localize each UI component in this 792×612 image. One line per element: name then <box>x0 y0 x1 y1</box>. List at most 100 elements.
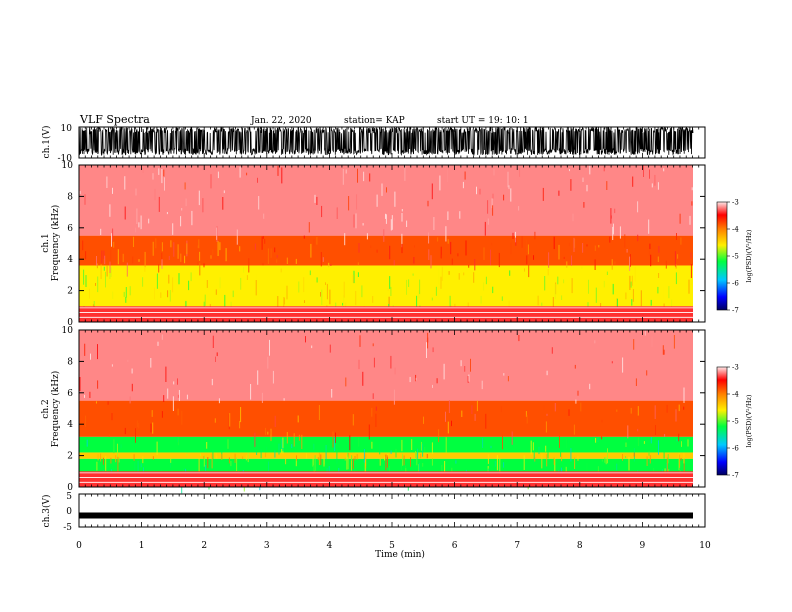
spec-streak <box>691 201 693 206</box>
spec-streak <box>393 217 395 221</box>
spec-streak <box>611 259 613 270</box>
spec-streak <box>402 453 404 466</box>
spec-streak <box>304 300 305 303</box>
spec-streak <box>158 264 160 273</box>
figure-date: Jan. 22, 2020 <box>250 116 312 126</box>
spec-streak <box>630 407 632 414</box>
spec-streak <box>133 236 134 247</box>
spec-streak <box>358 437 360 447</box>
spec-streak <box>487 218 489 225</box>
spec-streak <box>612 223 614 235</box>
spec-streak <box>161 411 163 418</box>
spec-streak <box>202 198 204 213</box>
spec-streak <box>107 401 109 405</box>
spec-streak <box>219 242 221 251</box>
spec-streak <box>260 449 262 459</box>
colorbar-ch2: -3 -4 -5 -6 -7 log(PSD)(V²/Hz) <box>716 364 753 480</box>
spec-streak <box>545 445 547 452</box>
spec-streak <box>320 292 321 297</box>
spec-streak <box>445 437 447 453</box>
spec-empty <box>693 165 705 322</box>
spec-streak <box>491 198 493 209</box>
spec-streak <box>274 450 276 458</box>
spec-streak <box>138 259 140 262</box>
ch1-trace-line <box>79 127 694 157</box>
spec-streak <box>631 275 633 286</box>
spec-streak <box>183 468 185 473</box>
ch1-ytick-top: 10 <box>61 124 73 134</box>
spec-streak <box>362 371 364 386</box>
spec-streak <box>390 450 392 454</box>
ch3-frame <box>78 493 706 528</box>
spec-streak <box>346 454 348 470</box>
spec-streak <box>487 200 489 214</box>
spec-streak <box>129 286 131 296</box>
spec-streak <box>124 176 126 190</box>
spec-streak <box>676 439 678 442</box>
spec-streak <box>455 460 457 464</box>
spec-streak <box>334 437 336 452</box>
spec-streak <box>428 232 430 244</box>
spec-streak <box>274 415 276 427</box>
spec-streak <box>471 405 473 415</box>
spec-streak <box>168 274 170 284</box>
colorbar-label: log(PSD)(V²/Hz) <box>745 394 753 447</box>
spec-streak <box>312 458 314 467</box>
spec-streak <box>156 273 158 289</box>
spec-streak <box>129 396 131 404</box>
spec-streak <box>387 245 389 255</box>
spec-streak <box>440 254 442 258</box>
spec-streak <box>205 465 207 471</box>
spec-streak <box>161 259 163 269</box>
spec-streak <box>674 251 676 267</box>
spec-streak <box>479 188 481 195</box>
spec-streak <box>140 463 142 468</box>
spec-streak <box>357 262 359 266</box>
spec-streak <box>408 279 410 287</box>
spec-streak <box>125 287 127 298</box>
spec-streak <box>662 345 664 355</box>
spec-streak <box>626 249 628 253</box>
spec-streak <box>97 276 99 293</box>
spec-streak <box>269 430 271 435</box>
spec-streak <box>605 457 607 465</box>
spec-streak <box>161 169 163 184</box>
spec-streak <box>655 425 656 435</box>
spec-streak <box>282 437 284 454</box>
colorbar-tick-label: -6 <box>732 280 739 288</box>
spec-streak <box>170 461 171 468</box>
panel-ch2-spectrogram: 0 2 4 6 8 10 ch.2 Frequency (kHz) <box>41 326 706 494</box>
spec-streak <box>105 455 107 471</box>
spec-streak <box>418 464 419 477</box>
spec-streak <box>172 223 174 235</box>
station-label: station= KAP <box>344 116 405 126</box>
spec-streak <box>203 455 205 467</box>
spec-streak <box>663 448 665 459</box>
spec-streak <box>688 279 690 294</box>
spec-streak <box>492 286 494 294</box>
spec-streak <box>254 243 256 250</box>
spec-streak <box>543 405 545 410</box>
spec-streak <box>448 271 450 275</box>
spec-streak <box>144 251 146 268</box>
colorbar-ch1: -3 -4 -5 -6 -7 log(PSD)(V²/Hz) <box>716 199 753 315</box>
spec-streak <box>369 173 371 182</box>
spec-streak <box>418 290 420 299</box>
spec-streak <box>316 196 318 205</box>
spec-streak <box>401 213 403 222</box>
spec-streak <box>161 334 163 340</box>
spec-streak <box>680 461 682 467</box>
spec-streak <box>413 257 415 264</box>
spec-streak <box>589 165 591 175</box>
spec-streak <box>612 226 614 240</box>
spec-streak <box>314 455 316 471</box>
spec-streak <box>445 411 446 422</box>
spec-streak <box>424 446 426 452</box>
spec-streak <box>411 439 413 450</box>
spec-streak <box>572 213 574 222</box>
spec-streak <box>386 187 387 193</box>
spec-streak <box>164 177 165 191</box>
spec-streak <box>347 455 349 470</box>
spec-streak <box>557 276 559 285</box>
spec-streak <box>445 226 447 242</box>
